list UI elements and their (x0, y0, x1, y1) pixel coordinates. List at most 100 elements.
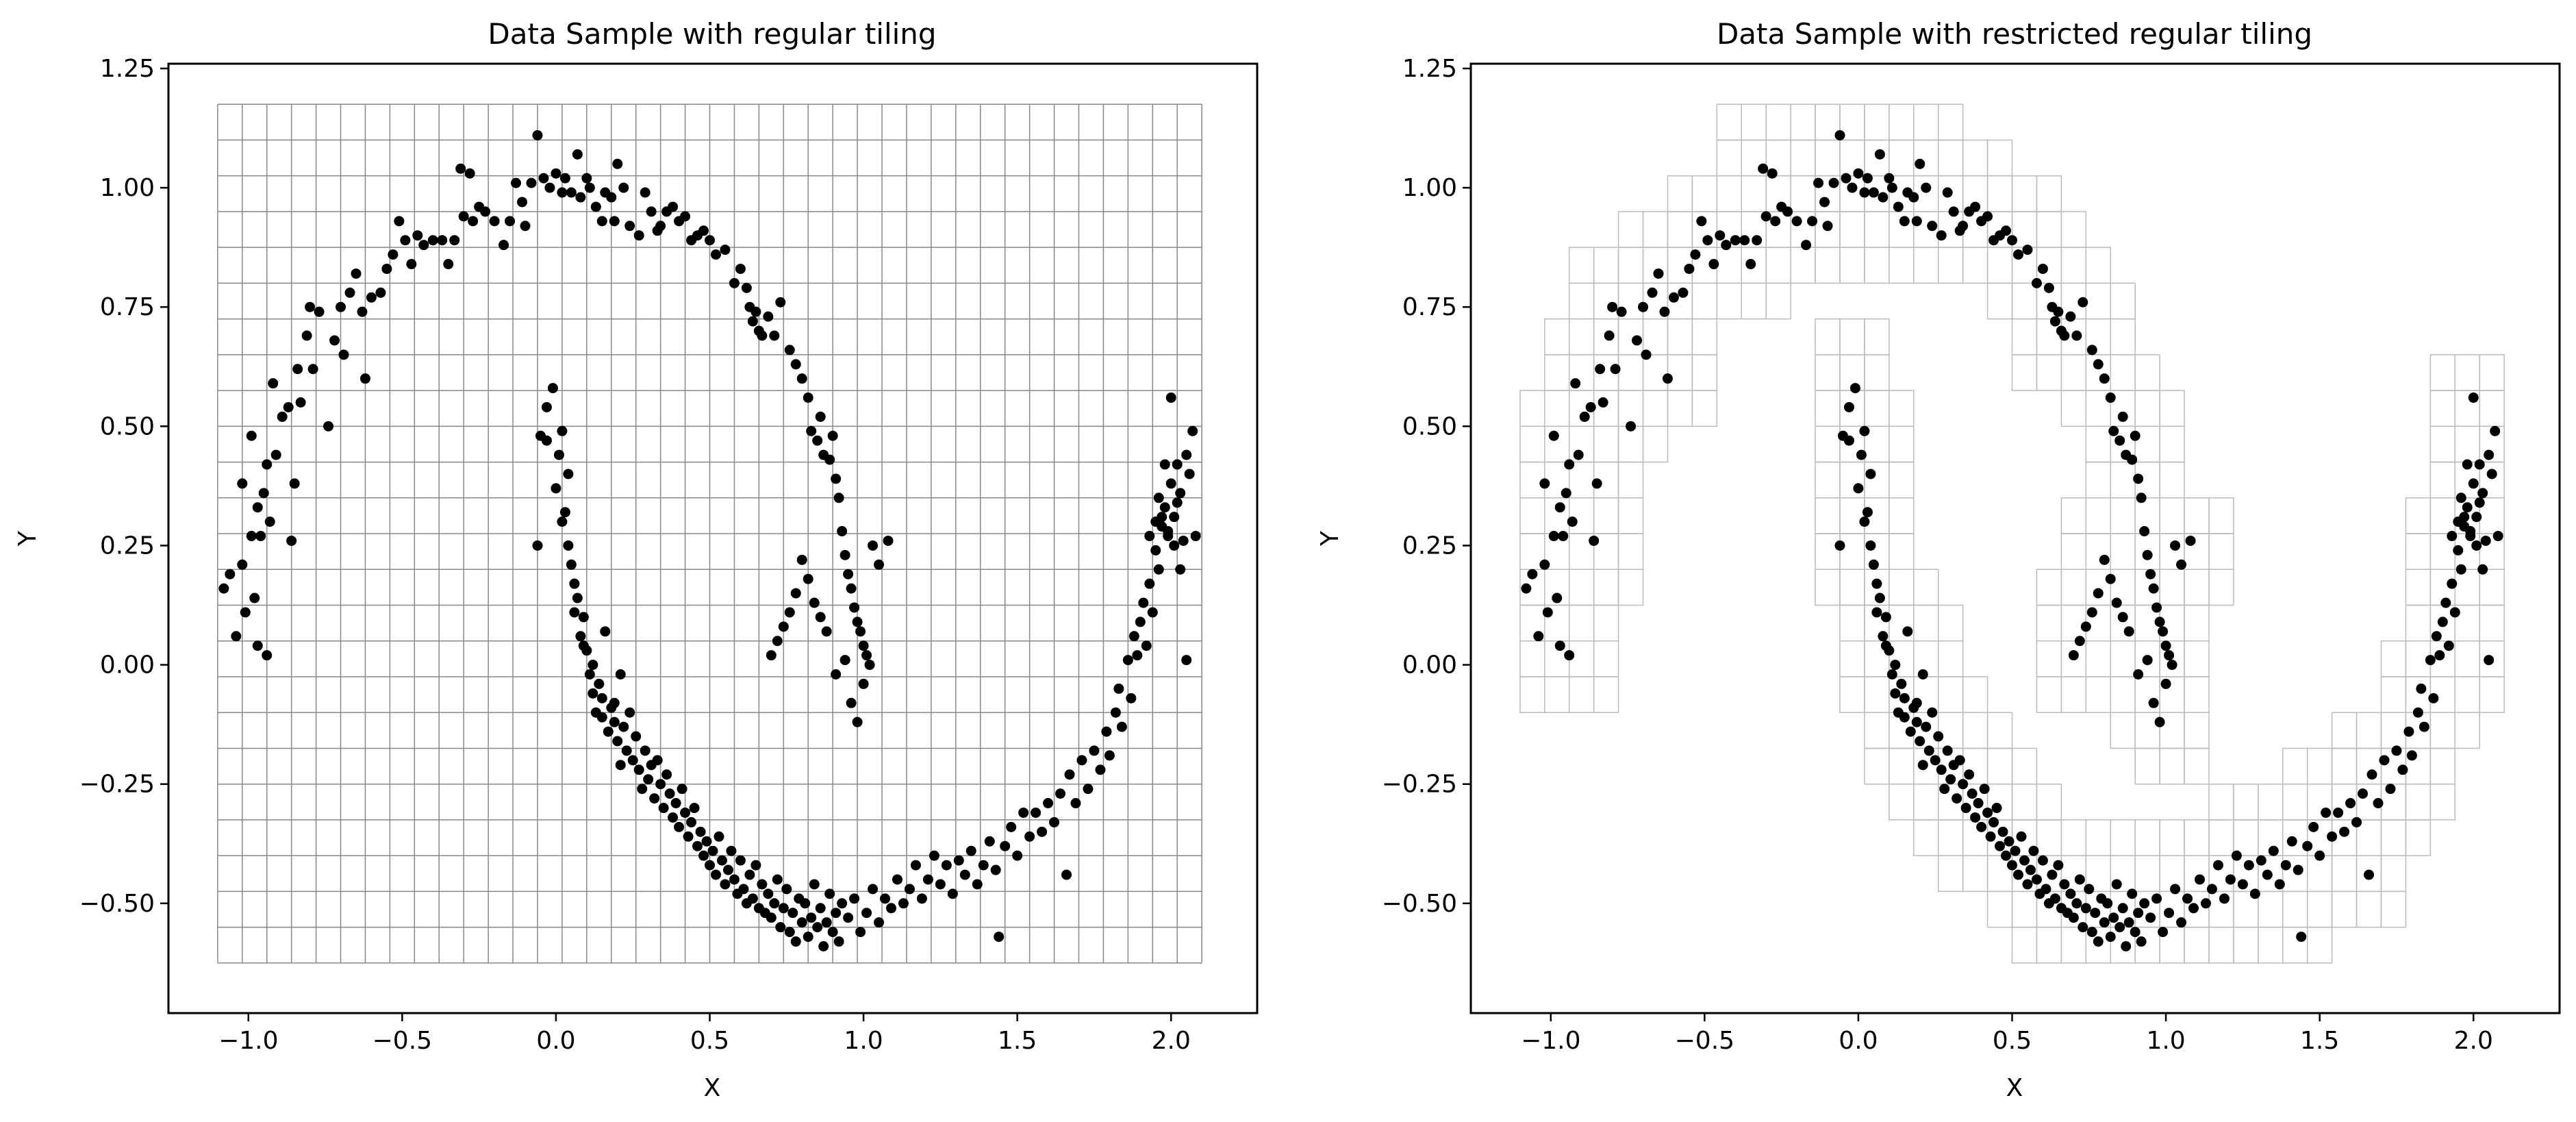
right-plot-frame (1469, 62, 2561, 1014)
data-point (2164, 908, 2175, 919)
data-point (1905, 726, 1916, 737)
data-point (295, 397, 306, 408)
data-point (1135, 616, 1146, 627)
data-point (922, 874, 933, 885)
data-point (1076, 755, 1087, 766)
data-point (1960, 803, 1971, 814)
data-point (1184, 469, 1195, 479)
data-point (2412, 707, 2423, 718)
data-point (1911, 716, 1922, 727)
data-point (2406, 750, 2417, 761)
data-point (1552, 593, 1563, 603)
data-point (2148, 583, 2159, 594)
data-point (837, 898, 848, 909)
data-point (2158, 927, 2169, 938)
data-point (2142, 549, 2153, 560)
data-point (1175, 488, 1186, 499)
data-point (2068, 650, 2079, 661)
data-point (2358, 788, 2369, 799)
right-data-points (1521, 129, 2503, 951)
data-point (1927, 221, 1938, 232)
data-point (2001, 225, 2012, 236)
data-point (596, 712, 607, 723)
data-point (2136, 493, 2147, 503)
data-point (1548, 430, 1559, 441)
data-point (489, 216, 500, 227)
data-point (2111, 879, 2122, 890)
data-point (2286, 836, 2297, 847)
data-point (2074, 874, 2085, 885)
grid-cell (2011, 747, 2038, 785)
data-point (695, 826, 706, 837)
data-point (609, 697, 620, 708)
data-point (2194, 874, 2205, 885)
data-point (2127, 454, 2138, 465)
data-point (2474, 459, 2485, 470)
data-point (2065, 888, 2076, 899)
data-point (2022, 245, 2033, 255)
data-point (2419, 721, 2429, 732)
data-point (855, 927, 866, 938)
data-point (2084, 884, 2095, 895)
data-point (953, 855, 964, 866)
data-point (984, 836, 995, 847)
data-point (557, 187, 568, 198)
data-point (1585, 401, 1596, 412)
data-point (1807, 216, 1818, 227)
data-point (643, 774, 654, 785)
data-point (904, 884, 915, 895)
data-point (1043, 798, 1054, 809)
data-point (1554, 502, 1565, 513)
data-point (2037, 855, 2048, 866)
data-point (1031, 807, 1041, 818)
y-tick-label: 1.00 (100, 174, 155, 202)
data-point (806, 425, 817, 436)
data-point (2484, 655, 2495, 666)
data-point (2185, 535, 2196, 546)
data-point (1708, 259, 1719, 270)
data-point (2379, 755, 2390, 766)
data-point (2302, 840, 2313, 851)
data-point (2078, 297, 2088, 308)
data-point (1070, 798, 1081, 809)
data-point (2130, 430, 2141, 441)
data-point (698, 850, 709, 861)
data-point (772, 874, 783, 885)
data-point (1767, 168, 1778, 179)
data-point (757, 879, 768, 890)
data-point (1915, 736, 1925, 747)
x-tick-label: 1.5 (998, 1027, 1037, 1055)
data-point (1939, 784, 1950, 795)
data-point (2108, 912, 2119, 923)
data-point (1936, 764, 1947, 775)
data-point (735, 855, 746, 866)
data-point (400, 235, 411, 246)
data-point (2327, 831, 2338, 842)
data-point (2117, 612, 2128, 623)
data-point (686, 816, 697, 827)
data-point (2397, 764, 2408, 775)
data-point (2428, 693, 2439, 703)
data-point (1095, 764, 1106, 775)
data-point (609, 216, 620, 227)
x-tick-label: −0.5 (372, 1027, 432, 1055)
data-point (2022, 879, 2033, 890)
data-point (1153, 493, 1164, 503)
data-point (821, 626, 832, 637)
data-point (1147, 607, 1158, 618)
data-point (1884, 173, 1895, 184)
data-point (796, 554, 807, 565)
data-point (2249, 888, 2260, 899)
data-point (2160, 640, 2171, 651)
data-point (283, 401, 294, 412)
data-point (458, 211, 469, 222)
data-point (2468, 478, 2479, 489)
data-point (443, 259, 454, 270)
data-point (1871, 578, 1882, 589)
data-point (735, 263, 746, 274)
y-tick-label: 0.25 (1402, 532, 1457, 560)
data-point (357, 306, 368, 317)
data-point (772, 636, 783, 647)
